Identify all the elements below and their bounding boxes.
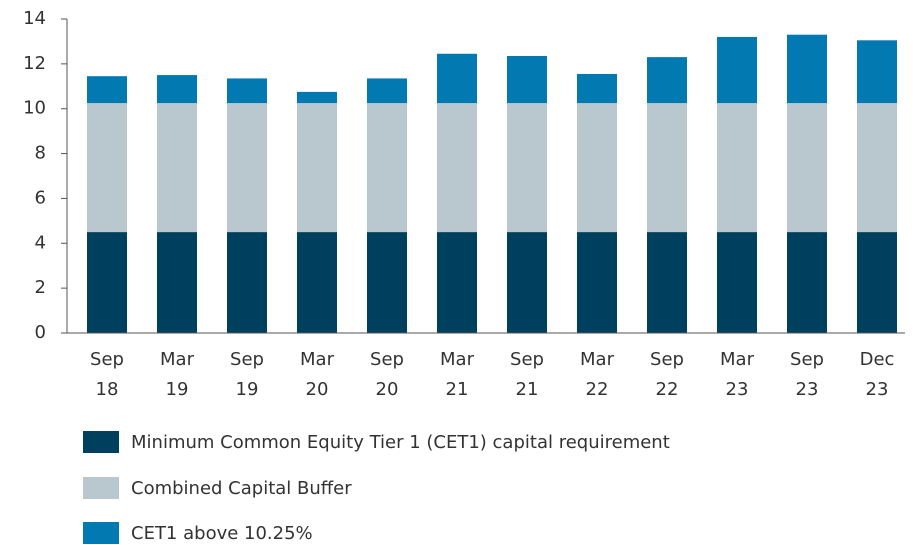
bar-segment	[87, 232, 127, 333]
bar-segment	[227, 232, 267, 333]
bar-segment	[367, 78, 407, 104]
bar-segment	[157, 103, 197, 233]
bar-segment	[297, 103, 337, 233]
x-tick-label: Mar 19	[160, 349, 194, 400]
bar-segment	[857, 232, 897, 333]
bar-segment	[507, 56, 547, 104]
legend-item: CET1 above 10.25%	[83, 522, 313, 544]
bar-segment	[857, 40, 897, 104]
bar-segment	[507, 103, 547, 233]
bar-segment	[87, 103, 127, 233]
bar-segment	[577, 73, 617, 104]
y-tick-label: 8	[35, 143, 46, 164]
y-tick-label: 14	[23, 8, 46, 29]
legend-label: Minimum Common Equity Tier 1 (CET1) capi…	[131, 431, 670, 453]
bar-segment	[787, 232, 827, 333]
bar-segment	[297, 91, 337, 104]
legend-swatch	[83, 477, 119, 499]
x-tick-label: Mar 23	[720, 349, 754, 400]
x-tick-label: Dec 23	[859, 349, 895, 400]
legend-swatch	[83, 522, 119, 544]
legend-label: CET1 above 10.25%	[131, 522, 313, 544]
y-tick-label: 10	[23, 98, 46, 119]
bar-segment	[647, 57, 687, 104]
bar-segment	[787, 103, 827, 233]
bar-segment	[157, 232, 197, 333]
x-tick-label: Mar 22	[580, 349, 614, 400]
bar-segment	[857, 103, 897, 233]
y-tick-label: 12	[23, 53, 46, 74]
bar-segment	[367, 232, 407, 333]
y-tick-label: 2	[35, 277, 46, 298]
legend-item: Combined Capital Buffer	[83, 477, 352, 499]
legend-label: Combined Capital Buffer	[131, 477, 352, 499]
x-tick-label: Sep 22	[650, 349, 684, 400]
bar-segment	[577, 232, 617, 333]
y-tick-label: 0	[35, 322, 46, 343]
legend-swatch	[83, 431, 119, 453]
x-tick-label: Sep 20	[370, 349, 404, 400]
x-tick-label: Mar 21	[440, 349, 474, 400]
bar-segment	[367, 103, 407, 233]
y-tick-label: 6	[35, 187, 46, 208]
bar-segment	[297, 232, 337, 333]
x-tick-label: Sep 23	[790, 349, 824, 400]
x-tick-label: Sep 21	[510, 349, 544, 400]
bar-segment	[717, 232, 757, 333]
bar-segment	[437, 53, 477, 104]
x-tick-label: Mar 20	[300, 349, 334, 400]
y-tick-label: 4	[35, 232, 46, 253]
bar-segment	[507, 232, 547, 333]
bar-segment	[87, 76, 127, 104]
bar-segment	[647, 232, 687, 333]
bar-segment	[717, 36, 757, 104]
bar-segment	[647, 103, 687, 233]
x-tick-label: Sep 18	[90, 349, 124, 400]
bar-segment	[157, 75, 197, 104]
bar-segment	[787, 34, 827, 104]
bar-segment	[577, 103, 617, 233]
bar-segment	[227, 103, 267, 233]
x-tick-label: Sep 19	[230, 349, 264, 400]
bar-segment	[717, 103, 757, 233]
bar-segment	[437, 232, 477, 333]
bar-segment	[437, 103, 477, 233]
bar-segment	[227, 78, 267, 104]
legend-item: Minimum Common Equity Tier 1 (CET1) capi…	[83, 431, 670, 453]
